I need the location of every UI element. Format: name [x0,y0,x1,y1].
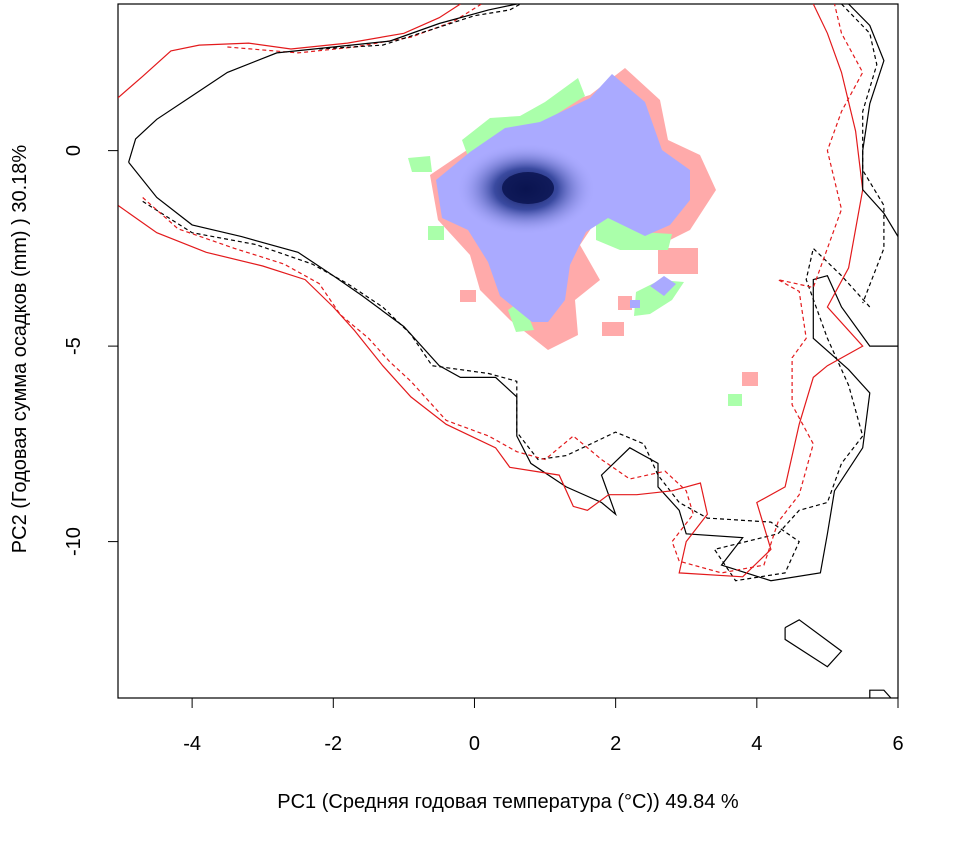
contour-line-black-dashed [319,4,521,50]
y-axis-title: PC2 (Годовая сумма осадков (mm) ) 30.18% [9,145,31,554]
x-tick-label: -2 [324,733,342,755]
x-tick-label: 6 [892,733,903,755]
contour-line-black-dashed [841,4,885,304]
y-tick-label: -5 [63,337,85,355]
density-core-inner [502,172,554,204]
x-tick-label: 2 [610,733,621,755]
contour-lines [118,4,898,698]
y-axis: 0 -5 -10 [63,145,119,556]
contour-line-black-solid [128,4,517,163]
density-layer [118,4,898,698]
contour-line-black-solid [869,689,892,698]
contour-line-black-solid [848,4,898,237]
x-axis-title: PC1 (Средняя годовая температура (°C)) 4… [277,791,739,813]
contour-line-red-solid [118,4,461,99]
contour-line-red-solid [118,4,864,578]
x-tick-label: 0 [469,733,480,755]
contour-line-black-solid [128,161,898,582]
y-tick-label: -10 [63,527,85,556]
x-tick-label: 4 [751,733,762,755]
x-tick-label: -4 [183,733,201,755]
x-axis: -4 -2 0 2 4 6 [183,697,904,755]
plot-frame [117,3,899,699]
contour-line-black-dashed [142,200,871,582]
contour-line-black-solid [784,619,843,668]
y-tick-label: 0 [63,145,85,156]
